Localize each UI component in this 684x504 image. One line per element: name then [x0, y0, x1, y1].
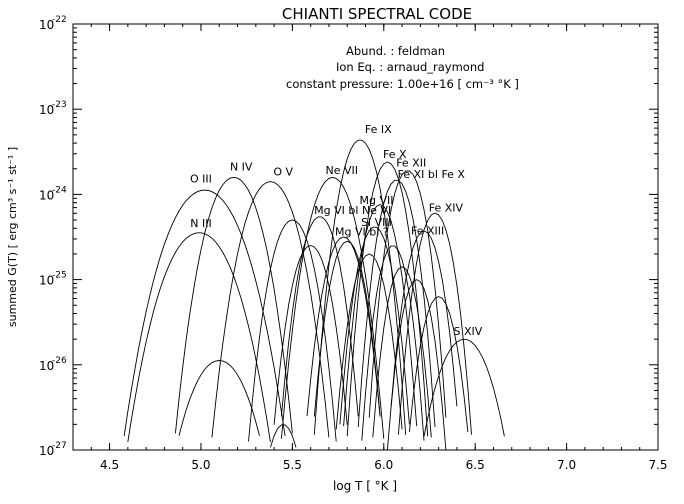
emission-curve-17 — [248, 219, 337, 442]
curve-label: Mg VII — [359, 194, 393, 207]
curve-label: Fe XIV — [429, 201, 464, 214]
x-axis-label: log T [ °K ] — [333, 479, 397, 493]
emission-curve-10 — [343, 204, 418, 427]
chart-title: CHIANTI SPECTRAL CODE — [282, 5, 472, 23]
x-tick-label: 4.5 — [100, 458, 119, 472]
emission-curve-23 — [386, 279, 447, 451]
curve-label: Fe IX — [365, 123, 392, 136]
curve-label: O III — [190, 172, 212, 185]
emission-curve-8 — [368, 170, 447, 418]
curve-label: N IV — [230, 161, 253, 174]
y-tick-label: 10 — [39, 188, 54, 202]
emission-curve-1 — [127, 232, 271, 443]
curve-label: Fe X — [383, 148, 407, 161]
x-tick-label: 5.0 — [191, 458, 210, 472]
curve-label: Mg VI bl Ne VI — [314, 204, 391, 217]
annotation-pressure: constant pressure: 1.00e+16 [ cm⁻³ °K ] — [286, 77, 519, 91]
x-tick-label: 5.5 — [283, 458, 302, 472]
emission-curve-16 — [178, 360, 260, 436]
annotation-ion-eq: Ion Eq. : arnaud_raymond — [336, 60, 484, 74]
emission-curve-25 — [408, 296, 469, 432]
emission-curve-15 — [423, 338, 505, 437]
y-tick-label: 10 — [39, 18, 54, 32]
emission-curve-20 — [335, 253, 403, 430]
y-tick-label: 10 — [39, 274, 54, 288]
y-tick-label: 10 — [39, 103, 54, 117]
emission-curve-12 — [306, 236, 381, 417]
curve-label: S XIV — [453, 325, 482, 338]
curve-label: N III — [190, 217, 211, 230]
x-axis-ticks: 4.5 5.0 5.5 6.0 6.5 7.0 7.5 — [90, 24, 668, 472]
curve-label: Fe XI bl Fe X — [398, 168, 466, 181]
x-tick-label: 7.0 — [557, 458, 576, 472]
x-tick-label: 7.5 — [648, 458, 667, 472]
x-tick-label: 6.0 — [374, 458, 393, 472]
emission-curve-21 — [361, 245, 425, 441]
emission-curves — [123, 139, 505, 451]
curve-label: O V — [273, 166, 293, 179]
emission-curve-11 — [339, 226, 410, 425]
emission-curve-4 — [280, 176, 385, 439]
emission-curve-9 — [357, 179, 436, 428]
y-tick-exponent: -23 — [52, 100, 67, 110]
x-tick-label: 6.5 — [466, 458, 485, 472]
y-tick-exponent: -24 — [52, 185, 67, 195]
y-tick-exponent: -25 — [52, 271, 67, 281]
curve-label: Ne VII — [325, 164, 358, 177]
y-tick-label: 10 — [39, 444, 54, 458]
y-tick-exponent: -26 — [52, 356, 67, 366]
emission-curve-19 — [313, 240, 381, 417]
y-tick-exponent: -22 — [52, 15, 67, 25]
emission-curve-6 — [313, 139, 407, 435]
y-tick-exponent: -27 — [52, 441, 67, 451]
curve-label: Mg VI bl ? — [335, 225, 389, 238]
emission-curve-2 — [174, 176, 293, 434]
emission-curve-5 — [280, 216, 359, 417]
emission-curve-24 — [269, 424, 297, 448]
emission-curve-0 — [123, 189, 286, 436]
curve-label: Fe XII — [396, 156, 426, 169]
emission-curve-18 — [273, 245, 348, 425]
y-tick-label: 10 — [39, 359, 54, 373]
emission-curve-14 — [397, 212, 472, 435]
curve-label: Si VIII — [361, 216, 392, 229]
emission-curve-7 — [346, 161, 429, 437]
emission-curve-3 — [211, 181, 330, 438]
curve-label: Fe XIII — [411, 224, 444, 237]
curve-labels: O III N III N IV O V Ne VII Mg VI bl Ne VI Fe … — [190, 123, 483, 338]
y-axis-label: summed G(T) [ erg cm³ s⁻¹ st⁻¹ ] — [6, 147, 19, 327]
annotation-abund: Abund. : feldman — [346, 44, 445, 58]
